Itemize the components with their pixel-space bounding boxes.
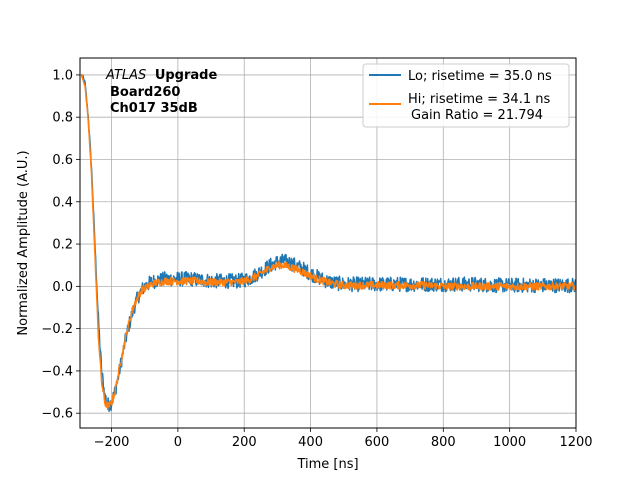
legend-box [362, 63, 570, 128]
x-tick-label: 200 [232, 435, 257, 450]
series-line [80, 73, 576, 411]
x-tick-label: 600 [365, 435, 390, 450]
y-tick-label: 0.6 [52, 153, 73, 168]
y-tick-label: 0.2 [52, 238, 73, 253]
annotation-upgrade: Upgrade [155, 68, 218, 83]
y-axis-label: Normalized Amplitude (A.U.) [16, 150, 31, 335]
y-tick-label: −0.6 [41, 407, 73, 422]
y-axis: −0.6 −0.4 −0.2 0.0 0.2 0.4 0.6 0.8 1.0 [41, 68, 80, 422]
annotation-line1: ATLAS Upgrade [105, 68, 217, 83]
legend-label-lo: Lo; risetime = 35.0 ns [408, 69, 552, 84]
legend-gain-ratio: Gain Ratio = 21.794 [411, 108, 543, 123]
x-tick-label: 400 [298, 435, 323, 450]
y-tick-label: −0.2 [41, 322, 73, 337]
y-tick-label: 0.8 [52, 111, 73, 126]
annotation-line3: Ch017 35dB [110, 101, 198, 116]
x-axis: −200 0 200 400 600 800 1000 1200 [94, 428, 593, 450]
legend: Lo; risetime = 35.0 ns Hi; risetime = 34… [362, 63, 570, 128]
y-tick-label: 0.4 [52, 195, 73, 210]
y-tick-label: −0.4 [41, 364, 73, 379]
x-axis-label: Time [ns] [296, 457, 358, 472]
x-tick-label: 0 [174, 435, 182, 450]
x-tick-label: −200 [94, 435, 130, 450]
x-tick-label: 1000 [493, 435, 526, 450]
y-tick-label: 1.0 [52, 68, 73, 83]
annotation-atlas: ATLAS [105, 68, 146, 83]
x-tick-label: 800 [431, 435, 456, 450]
annotation-line2: Board260 [110, 85, 180, 100]
legend-label-hi: Hi; risetime = 34.1 ns [408, 92, 550, 107]
y-tick-label: 0.0 [52, 280, 73, 295]
atlas-annotation: ATLAS Upgrade Board260 Ch017 35dB [105, 68, 217, 116]
plot-frame [79, 57, 577, 429]
series-layer [80, 73, 576, 413]
x-tick-label: 1200 [559, 435, 592, 450]
